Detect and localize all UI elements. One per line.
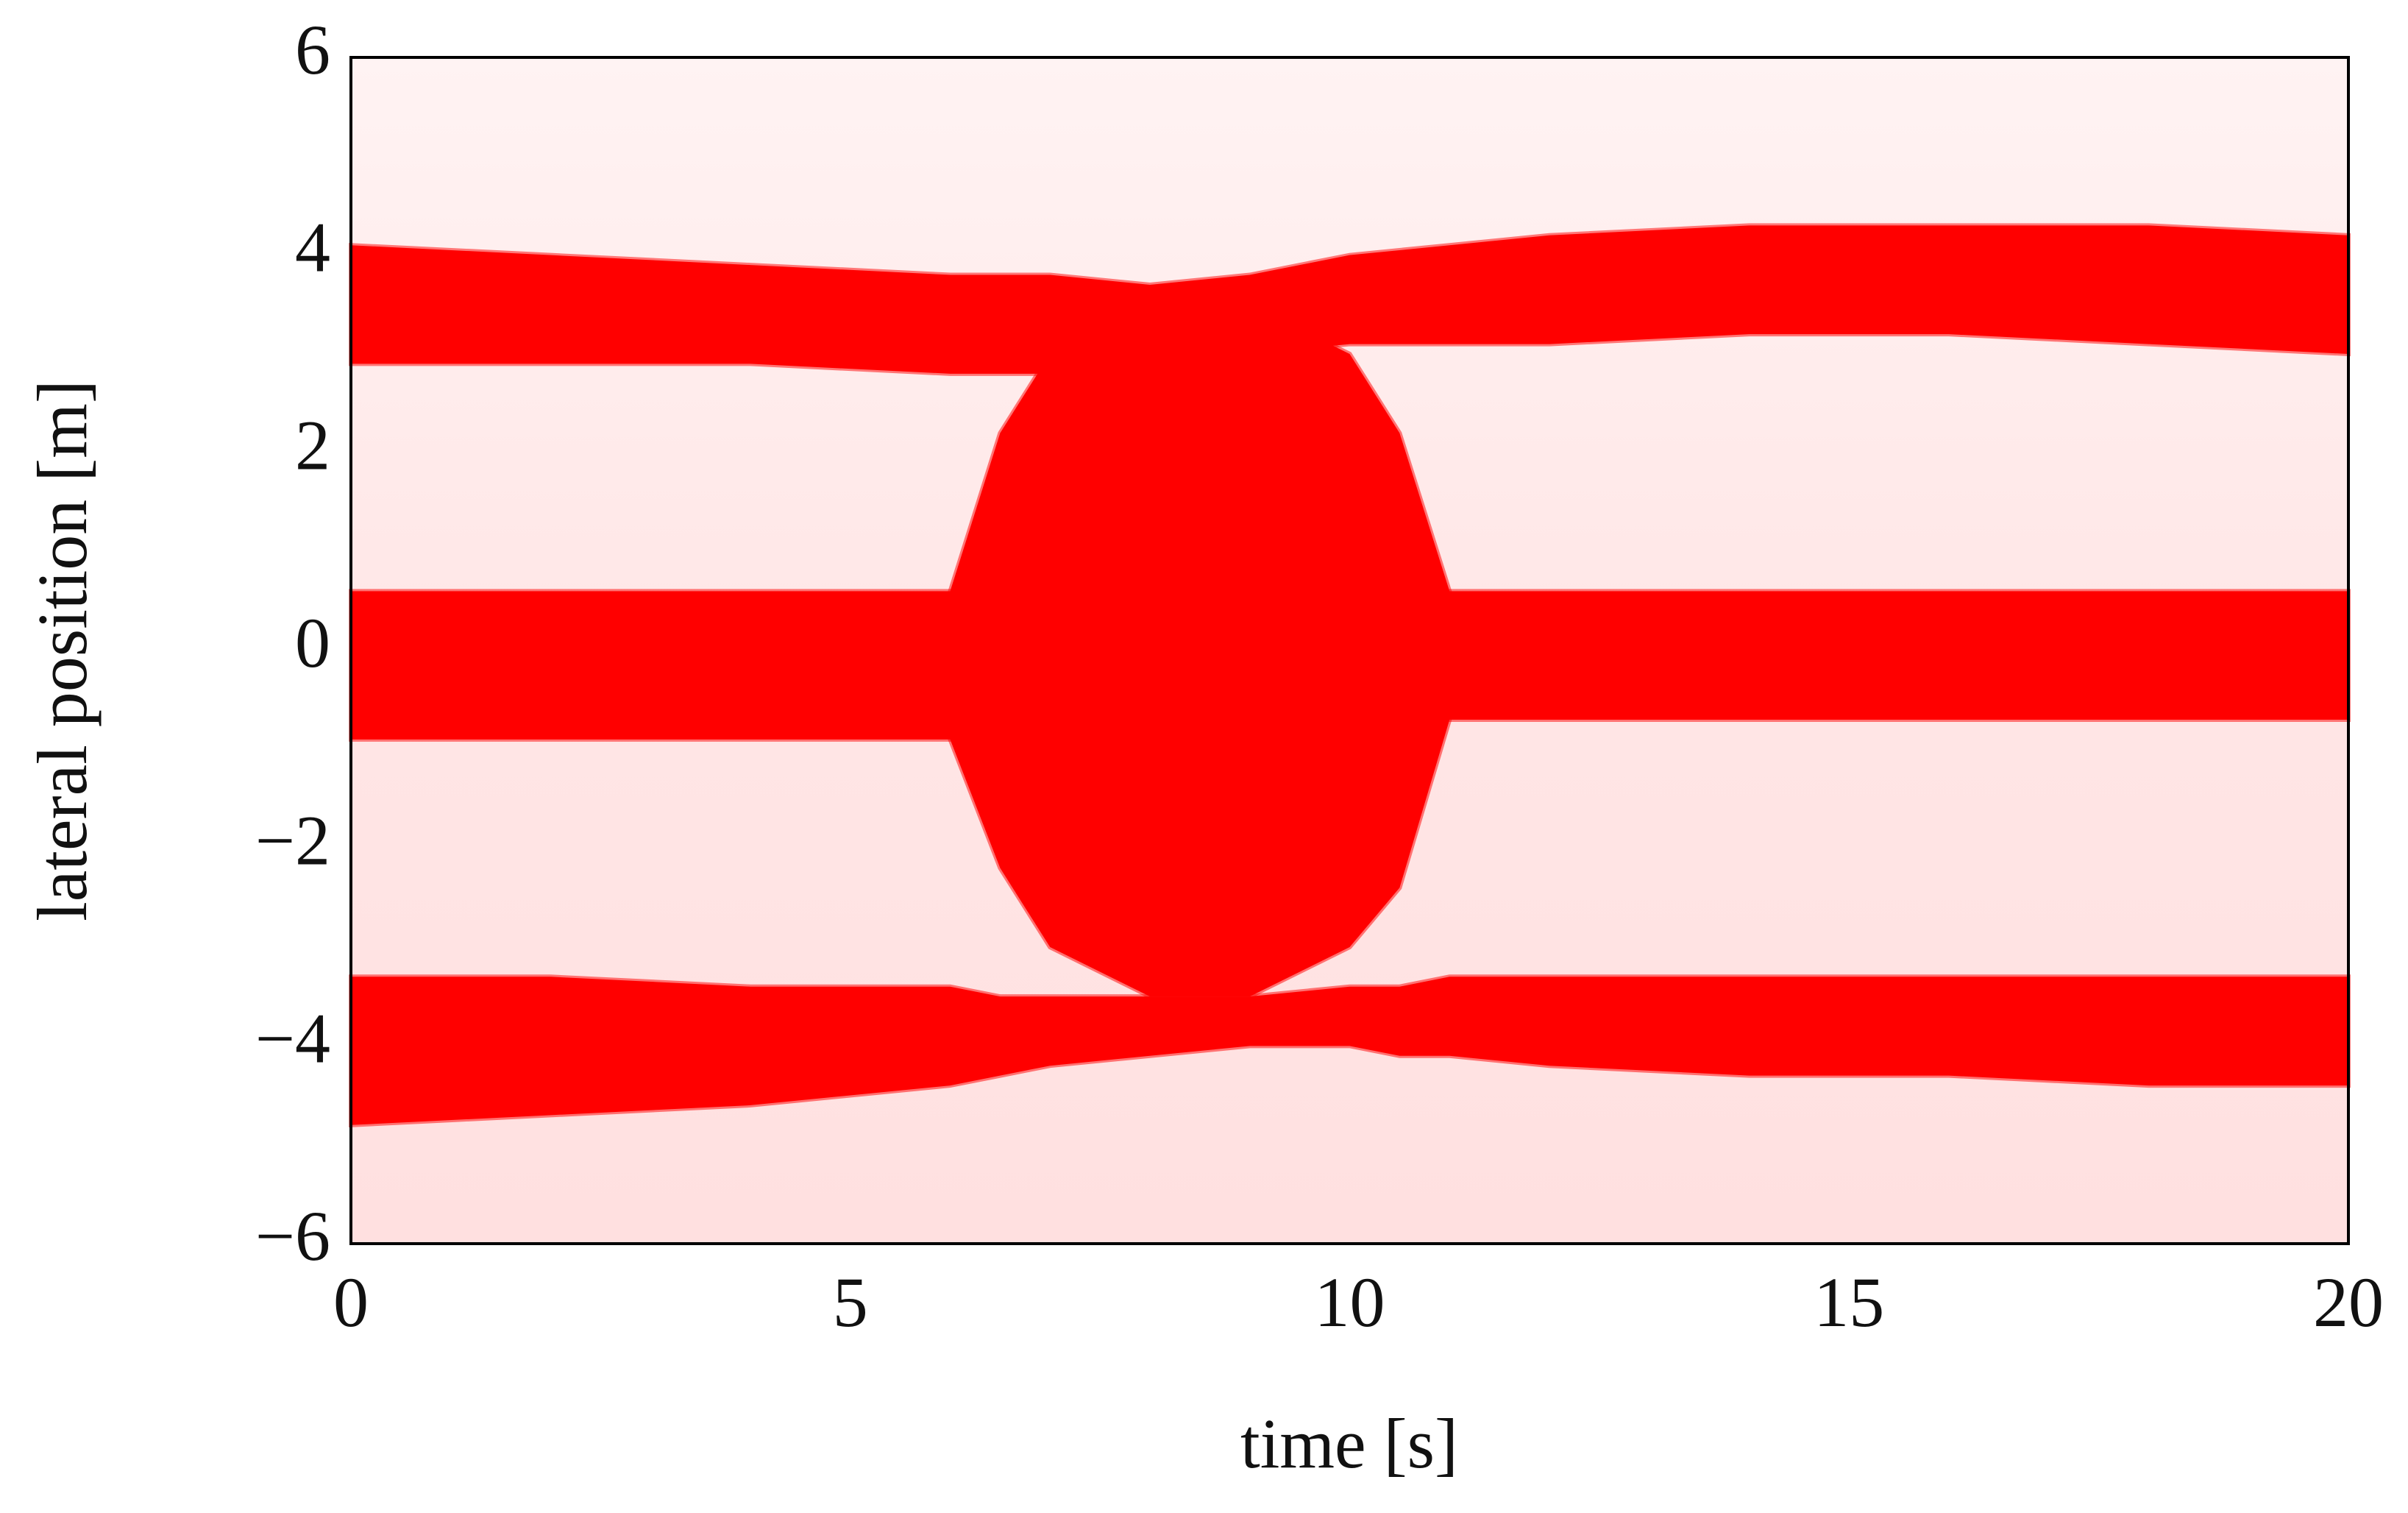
x-tick-label: 10	[1315, 1263, 1385, 1342]
x-tick-label: 20	[2313, 1263, 2384, 1342]
y-tick-label: −2	[255, 801, 330, 880]
x-tick-label: 0	[333, 1263, 369, 1342]
x-axis-label: time [s]	[1240, 1404, 1458, 1483]
band	[948, 302, 1452, 999]
y-tick-label: 4	[295, 208, 330, 287]
x-tick-label: 5	[833, 1263, 868, 1342]
y-tick-label: −4	[255, 999, 330, 1077]
y-tick-label: 2	[295, 405, 330, 484]
y-tick-label: −6	[255, 1197, 330, 1275]
y-axis-label: lateral position [m]	[23, 380, 102, 921]
x-tick-label: 15	[1814, 1263, 1884, 1342]
marks	[349, 223, 2351, 1127]
y-tick-label: 6	[295, 10, 330, 89]
y-tick-label: 0	[295, 603, 330, 682]
